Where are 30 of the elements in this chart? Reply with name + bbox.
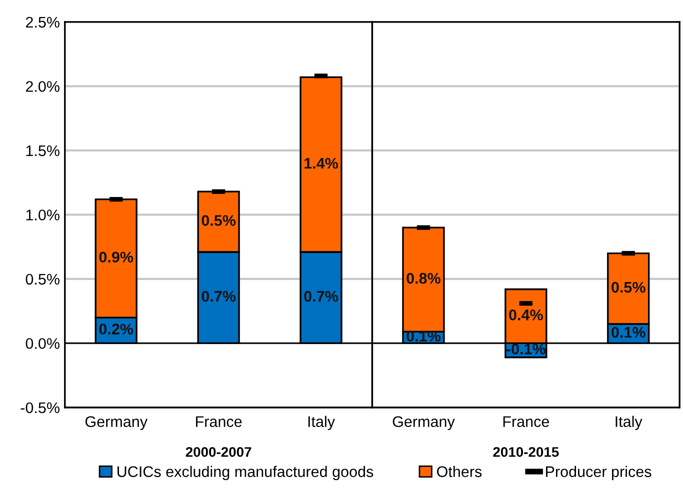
data-label: 0.4% [509,310,543,320]
legend-label: UCICs excluding manufactured goods [118,466,374,480]
y-tick-label: 1.5% [26,145,60,156]
data-label: 0.9% [99,252,134,263]
data-label: 0.7% [304,290,338,302]
x-tick-label: Italy [616,416,642,430]
y-tick-label: -0.5% [20,402,60,414]
data-label: -0.1% [506,344,546,354]
data-label: 0.5% [612,282,646,293]
y-tick-label: 1.0% [26,210,60,220]
y-tick-label: 0.0% [26,338,60,349]
data-label: 0.7% [202,290,236,302]
legend-label: Producer prices [546,466,652,480]
legend-label: Others [437,466,482,478]
x-axis-title: 2000-2007 [186,447,252,457]
data-label: 0.1% [406,330,440,342]
x-tick-label: Germany [392,416,455,430]
data-label: 0.2% [99,324,134,334]
y-tick-label: 2.0% [26,81,60,92]
y-tick-label: 0.5% [26,274,60,285]
x-tick-label: Germany [85,416,148,430]
data-label: 0.1% [612,326,646,338]
x-axis-title: 2010-2015 [493,447,559,457]
data-label: 0.8% [406,272,440,284]
data-label: 0.5% [202,215,236,226]
x-tick-label: Italy [308,416,335,430]
y-tick-label: 2.5% [26,16,60,28]
data-label: 1.4% [304,158,338,169]
x-tick-label: France [503,416,550,428]
x-tick-label: France [196,416,242,428]
